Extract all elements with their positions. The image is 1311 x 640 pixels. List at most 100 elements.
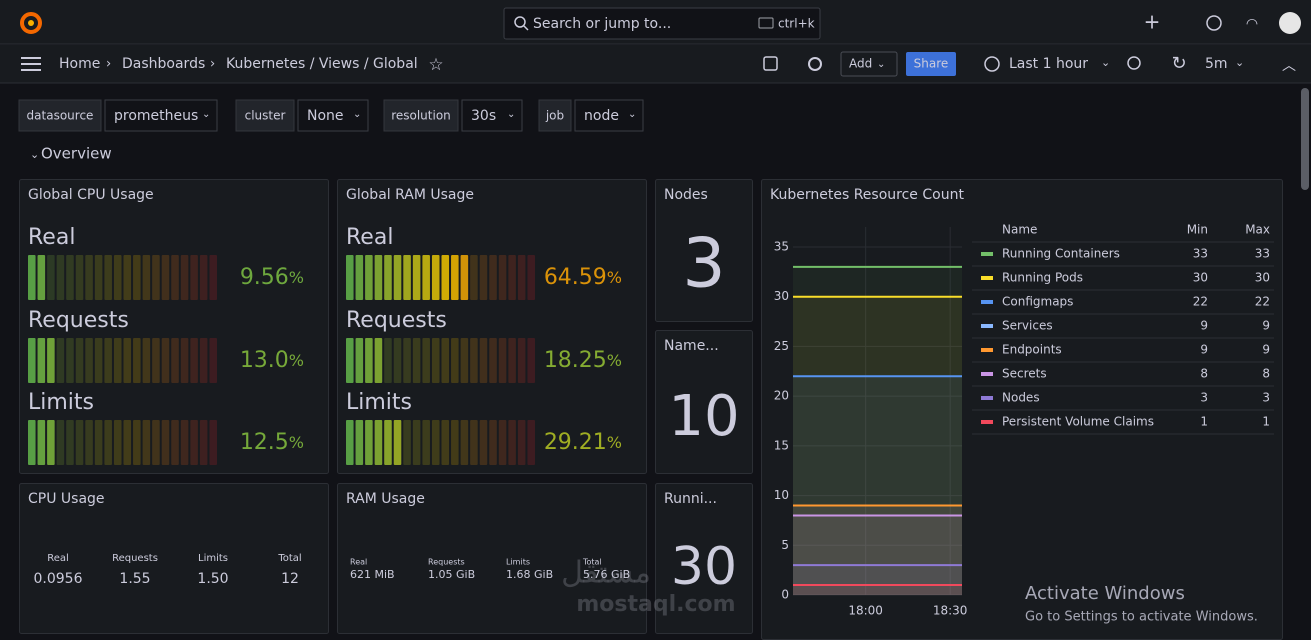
variable-label: job [545,109,564,123]
time-range-picker[interactable]: Last 1 hour [1009,56,1088,72]
menu-button[interactable] [21,57,41,71]
gauge-fill [346,255,469,300]
gauge-cell-lit [47,420,55,465]
gauge-cell [479,255,488,300]
variable-select[interactable] [104,99,218,132]
gauge-cell [190,420,198,465]
gauge-cell-lit [355,255,364,300]
variable-label: cluster [245,109,286,123]
gauge-cell [142,420,151,465]
gauge-cell [479,420,488,465]
cell-value: 621 MiB [350,568,395,581]
variable-select[interactable] [297,99,369,132]
gauge-cell [527,255,535,300]
gauge-cell [209,420,217,465]
add-button[interactable] [840,51,898,77]
panel: Kubernetes Resource Count 0 5 10 15 20 25 30 35 1… [761,179,1283,640]
gauge-cell-lit [28,255,36,300]
gauge-cell-lit [355,338,364,383]
new-button[interactable]: + [1144,10,1161,34]
gauge-label: Real [28,225,75,250]
gauge-cell [161,420,170,465]
gauge-cell-lit [431,255,440,300]
gauge-label: Limits [346,390,412,415]
gauge-cell [113,338,122,383]
panel-frame [655,330,753,474]
panel-title: Global CPU Usage [28,187,154,203]
save-button[interactable] [763,56,778,71]
variable-label-box [235,99,295,132]
variable-label-box [538,99,572,132]
gauge-cell [199,255,208,300]
gauge-cell [527,338,535,383]
gauge-value-number: 9.56 [240,265,289,290]
variable-select[interactable] [461,99,523,132]
news-button[interactable]: ◠ [1246,16,1258,32]
search-icon [514,16,526,28]
gauge-cell [209,255,217,300]
gauge-cell [412,420,421,465]
breadcrumb[interactable]: Home [59,56,100,72]
gauge-cell [412,338,421,383]
caret: ⌄ [1101,56,1110,69]
gauge-cell-lit [355,420,364,465]
legend-name[interactable]: Running Containers [1002,247,1120,261]
panel-title: Runni... [664,491,717,507]
avatar[interactable] [1279,12,1301,34]
grafana-logo[interactable] [20,12,42,34]
cell-value: 12 [281,571,299,587]
gauge-cell-lit [37,338,46,383]
gauge-cell [384,338,392,383]
help-button[interactable] [1206,15,1222,31]
legend-name[interactable]: Persistent Volume Claims [1002,415,1154,429]
refresh-button[interactable]: ↻ [1171,53,1186,74]
legend-min: 9 [1200,319,1208,333]
gauge-cell-lit [346,420,354,465]
breadcrumb[interactable]: Dashboards [122,56,205,72]
legend-name[interactable]: Running Pods [1002,271,1083,285]
gauge-value: 9.56% [240,265,304,290]
gauge-label: Limits [28,390,94,415]
gauge-label: Requests [28,308,129,333]
gauge-cell [403,420,411,465]
gauge-cell [133,420,141,465]
refresh-interval[interactable]: 5m [1205,56,1228,72]
legend-name[interactable]: Secrets [1002,367,1047,381]
panel-frame [655,483,753,634]
gauge-cell [489,420,497,465]
variable-label: resolution [391,109,451,123]
share-button[interactable] [906,52,956,76]
gauge-cell [498,255,507,300]
row-toggle[interactable]: ⌄ [30,148,39,161]
gauge-value-number: 18.25 [544,348,607,373]
legend-name[interactable]: Endpoints [1002,343,1062,357]
gauge-cell [133,338,141,383]
gauge-cell [94,420,103,465]
settings-button[interactable] [808,57,822,71]
star-button[interactable]: ☆ [428,55,443,75]
share-button-label: Share [914,57,949,71]
legend-name[interactable]: Nodes [1002,391,1040,405]
cell-value: 1.55 [119,571,150,587]
legend-name[interactable]: Services [1002,319,1053,333]
panel-title: Global RAM Usage [346,187,474,203]
scrollbar[interactable] [1301,88,1309,190]
y-tick-label: 35 [774,240,789,254]
shortcut-hint: ctrl+k [778,17,815,31]
gauge-value-number: 29.21 [544,430,607,455]
search-box[interactable] [503,7,821,40]
column-header: Real [47,553,69,564]
panel-title: CPU Usage [28,491,105,507]
gauge-fill [346,338,383,383]
gauge-cell [517,420,526,465]
gauge-cell-lit [422,255,430,300]
column-header: Total [277,553,301,564]
y-tick-label: 25 [774,339,789,353]
collapse-button[interactable]: ︿ [1282,58,1296,74]
zoom-out-button[interactable] [1127,56,1141,70]
legend-name[interactable]: Configmaps [1002,295,1073,309]
panel-title: Name... [664,338,719,354]
row-title[interactable]: Overview [41,145,112,163]
variable-select[interactable] [574,99,644,132]
gauge-value: 64.59% [544,265,622,290]
